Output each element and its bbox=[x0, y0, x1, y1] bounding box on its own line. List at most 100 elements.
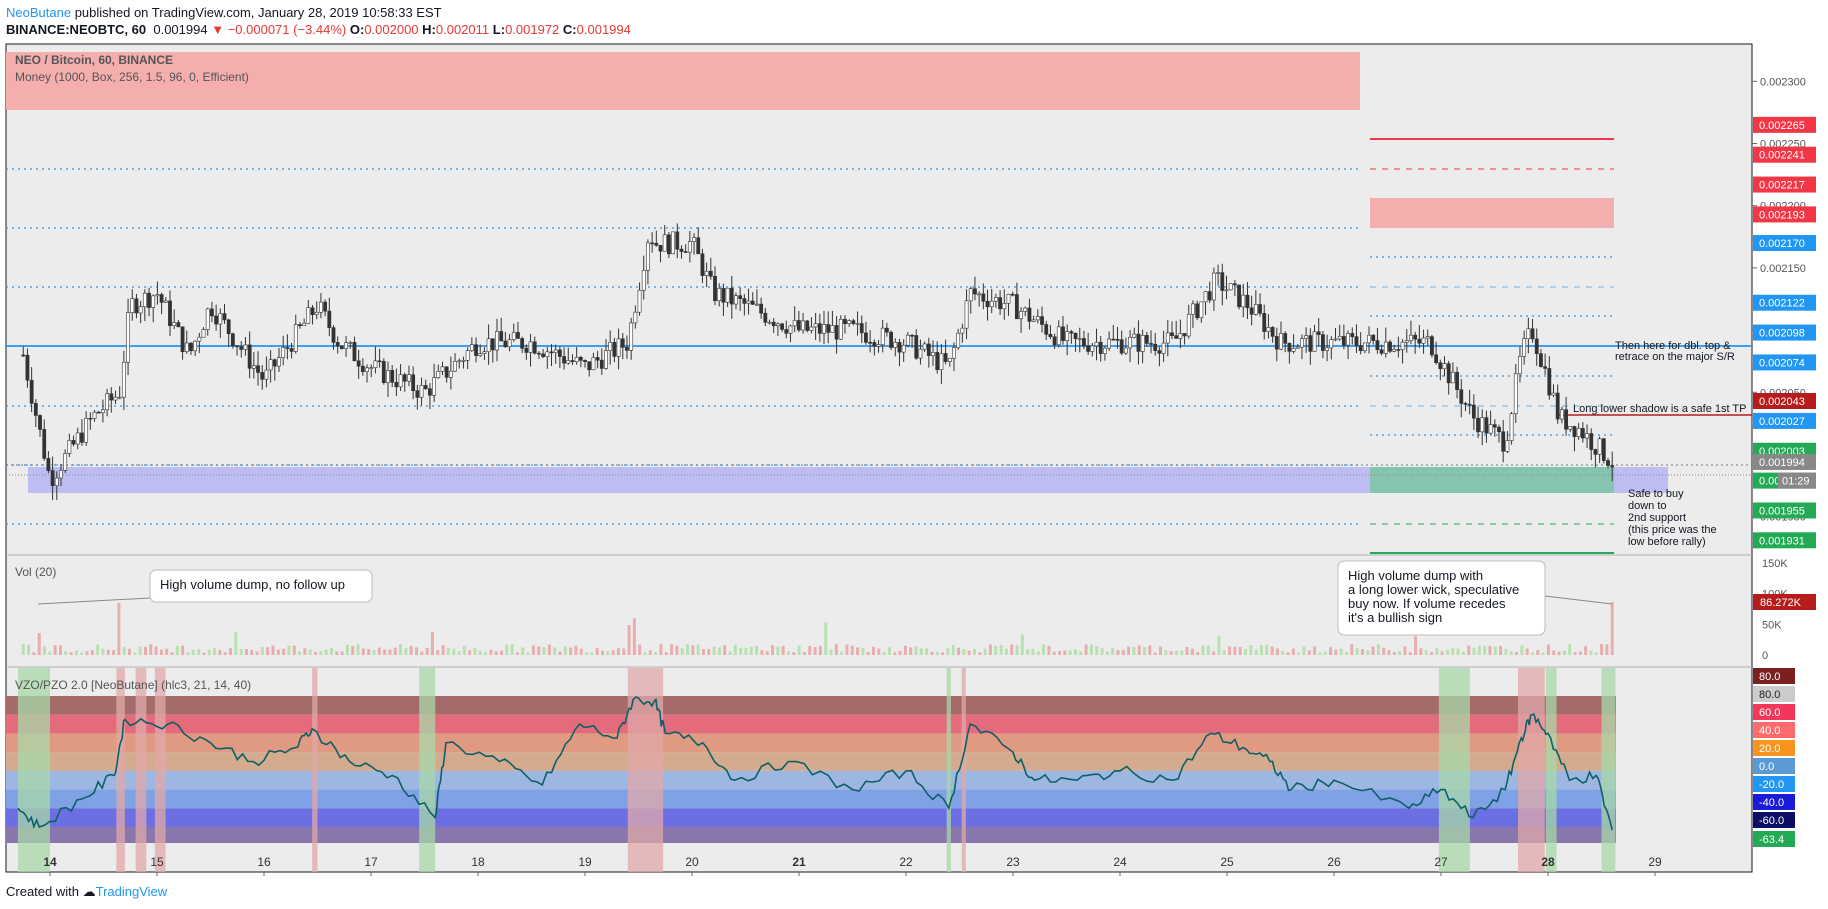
candle-body bbox=[1098, 341, 1103, 354]
volume-bar bbox=[329, 647, 333, 655]
volume-bar bbox=[101, 648, 105, 655]
candle-body bbox=[1178, 333, 1183, 339]
dotted-levels bbox=[6, 168, 1614, 525]
candle-body bbox=[243, 344, 248, 350]
volume-bar bbox=[1270, 646, 1274, 655]
candle-body bbox=[1216, 272, 1221, 274]
resistance-zone bbox=[1370, 198, 1614, 228]
volume-bar bbox=[744, 647, 748, 655]
candle-body bbox=[968, 288, 973, 302]
volume-bar bbox=[1323, 651, 1327, 655]
volume-tick-label: 0 bbox=[1762, 650, 1768, 662]
candle-body bbox=[1123, 347, 1128, 354]
candle-body bbox=[1061, 326, 1065, 341]
volume-bar bbox=[994, 645, 998, 655]
candle-body bbox=[92, 411, 97, 419]
candle-body bbox=[1258, 304, 1262, 314]
candle-body bbox=[1019, 311, 1023, 320]
volume-bar bbox=[643, 652, 647, 655]
osc-shade bbox=[961, 668, 966, 872]
volume-bar bbox=[1530, 652, 1534, 655]
candle-body bbox=[1056, 326, 1061, 346]
candle-body bbox=[616, 338, 621, 357]
candle-body bbox=[1362, 342, 1367, 352]
candle-body bbox=[905, 334, 910, 346]
volume-bar bbox=[1589, 650, 1593, 655]
candle-body bbox=[1203, 291, 1208, 303]
volume-bar bbox=[739, 647, 743, 655]
candles[interactable] bbox=[21, 223, 1615, 501]
volume-bar bbox=[1148, 645, 1152, 655]
osc-tag-label: 40.0 bbox=[1759, 725, 1780, 737]
volume-bar bbox=[1424, 650, 1428, 655]
volume-tick-label: 50K bbox=[1762, 619, 1782, 631]
volume-bar bbox=[154, 646, 158, 655]
candle-body bbox=[1035, 316, 1040, 321]
volume-bar bbox=[957, 647, 961, 655]
volume-bar bbox=[197, 649, 201, 655]
tradingview-link[interactable]: TradingView bbox=[95, 884, 168, 899]
price-tag bbox=[1753, 116, 1816, 133]
volume-bar bbox=[260, 646, 264, 655]
candle-body bbox=[101, 409, 105, 414]
volume-bar bbox=[1477, 645, 1481, 655]
time-tick-label: 28 bbox=[1541, 855, 1555, 869]
volume-bar bbox=[515, 652, 519, 655]
candle-body bbox=[1400, 341, 1405, 350]
volume-bar bbox=[1281, 650, 1285, 655]
chart-area[interactable]: NEO / Bitcoin, 60, BINANCE Money (1000, … bbox=[0, 0, 1828, 880]
volume-bar bbox=[563, 646, 567, 655]
candle-body bbox=[423, 385, 428, 389]
time-axis[interactable]: 14 15 16 17 18 19 20 21 22 23 24 25 26 27 28 29 bbox=[43, 855, 1662, 876]
candle-body bbox=[432, 377, 437, 396]
volume-bar bbox=[462, 645, 466, 655]
symbol: BINANCE:NEOBTC, 60 bbox=[6, 22, 147, 37]
candle-body bbox=[964, 300, 969, 329]
candle-body bbox=[1476, 417, 1480, 433]
volume-bar bbox=[383, 649, 387, 655]
candle-body bbox=[1245, 294, 1250, 309]
volume-bar bbox=[1180, 650, 1184, 655]
price-tag-label: 0.002170 bbox=[1759, 238, 1805, 250]
candle-body bbox=[394, 381, 399, 388]
volume-bar bbox=[1116, 650, 1120, 655]
author-link[interactable]: NeoButane bbox=[6, 5, 72, 20]
volume-bar bbox=[1291, 648, 1295, 655]
volume-bar bbox=[707, 649, 711, 655]
candle-body bbox=[1463, 403, 1468, 405]
vol-right-line-2: a long lower wick, speculative bbox=[1348, 582, 1519, 597]
candle-body bbox=[901, 344, 906, 353]
volume-bar bbox=[404, 648, 408, 655]
candle-body bbox=[1086, 345, 1091, 352]
candle-body bbox=[46, 458, 51, 471]
volume-bar bbox=[298, 651, 302, 655]
volume-bar bbox=[287, 645, 291, 655]
volume-bar bbox=[1052, 651, 1056, 655]
candle-body bbox=[277, 357, 281, 367]
volume-bar bbox=[1042, 644, 1046, 655]
candle-body bbox=[1065, 331, 1070, 341]
volume-bar bbox=[494, 651, 498, 655]
candle-body bbox=[587, 361, 592, 371]
candle-body bbox=[1182, 333, 1187, 337]
volume-bar bbox=[1249, 645, 1253, 655]
volume-bar bbox=[1584, 646, 1588, 655]
candle-body bbox=[704, 270, 709, 276]
volume-bar bbox=[978, 652, 982, 655]
candle-body bbox=[306, 307, 311, 324]
osc-bands bbox=[6, 696, 1616, 843]
volume-bar bbox=[128, 648, 132, 655]
candle-body bbox=[507, 339, 512, 348]
safe-line-5: low before rally) bbox=[1628, 536, 1706, 548]
price-tag-label: 0.001955 bbox=[1759, 505, 1805, 517]
countdown-label: 01:29 bbox=[1782, 476, 1810, 488]
price-tag-label: 0.002098 bbox=[1759, 328, 1805, 340]
volume-bar bbox=[988, 644, 992, 655]
candle-body bbox=[272, 359, 277, 367]
price-tag bbox=[1753, 235, 1816, 252]
candle-body bbox=[415, 390, 420, 398]
candle-body bbox=[75, 432, 80, 445]
candle-body bbox=[775, 323, 780, 327]
candle-body bbox=[121, 361, 126, 398]
candle-body bbox=[251, 365, 256, 369]
